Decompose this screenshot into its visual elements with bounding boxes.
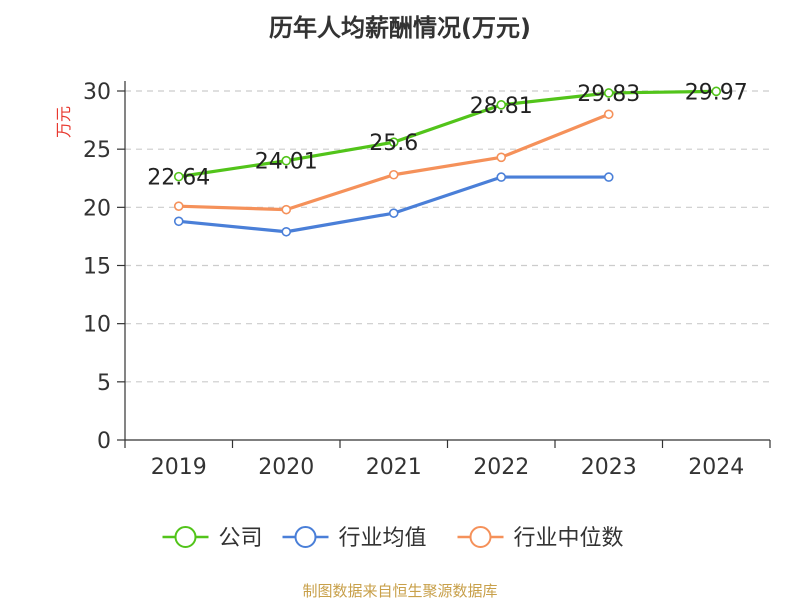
data-label: 25.6 <box>369 131 418 156</box>
data-point <box>603 172 614 182</box>
data-point <box>388 208 399 218</box>
legend-marker <box>294 526 317 548</box>
data-label: 22.64 <box>147 166 210 191</box>
y-tick-label: 5 <box>97 371 111 396</box>
data-point <box>281 226 292 237</box>
chart-title: 历年人均薪酬情况(万元) <box>269 14 531 42</box>
gridlines <box>125 90 770 383</box>
legend-item: 公司 <box>162 526 263 551</box>
data-point <box>173 201 184 211</box>
data-point <box>281 204 292 215</box>
x-tick-label: 2021 <box>366 455 422 480</box>
data-labels: 22.64 24.01 25.6 28.81 29.83 29.97 <box>147 80 747 190</box>
y-tick-label: 15 <box>83 255 111 280</box>
data-point <box>711 86 722 97</box>
series-line <box>178 89 717 179</box>
data-label: 29.97 <box>685 80 748 105</box>
legend-label: 行业中位数 <box>514 526 624 551</box>
y-tick-label: 20 <box>83 196 111 221</box>
series-line <box>178 112 610 212</box>
data-point <box>603 109 614 120</box>
legend-label: 行业均值 <box>339 526 427 551</box>
y-axis-label: 万元 <box>54 106 73 138</box>
x-tick-label: 2022 <box>473 455 529 480</box>
data-point <box>388 137 399 147</box>
data-point <box>173 171 184 182</box>
legend-marker <box>174 526 197 548</box>
source-note: 制图数据来自恒生聚源数据库 <box>302 582 497 600</box>
x-tick-label: 2024 <box>688 455 744 480</box>
data-point <box>496 152 507 163</box>
data-point <box>496 172 507 182</box>
data-point <box>388 169 399 180</box>
data-point <box>603 88 614 98</box>
x-tick-label: 2019 <box>151 455 207 480</box>
data-label: 24.01 <box>255 150 318 175</box>
series-layer <box>173 86 722 237</box>
y-tick-label: 25 <box>83 138 111 163</box>
y-tick-label: 0 <box>97 429 111 454</box>
data-label: 28.81 <box>470 94 533 119</box>
series-line <box>178 175 609 234</box>
x-tick-label: 2020 <box>258 455 314 480</box>
legend-item: 行业均值 <box>282 526 427 551</box>
axes: 0 5 10 15 20 25 30 2019 2020 2021 2022 2023 2024 <box>83 80 771 480</box>
y-tick-label: 10 <box>83 313 111 338</box>
y-tick-label: 30 <box>83 80 111 105</box>
data-label: 29.83 <box>577 82 640 107</box>
data-point <box>496 100 507 110</box>
x-tick-label: 2023 <box>581 455 637 480</box>
legend: 公司 行业均值 行业中位数 <box>162 526 624 551</box>
data-point <box>173 216 184 227</box>
legend-item: 行业中位数 <box>457 526 624 551</box>
legend-marker <box>469 526 492 548</box>
legend-label: 公司 <box>219 526 263 551</box>
data-point <box>281 155 292 166</box>
